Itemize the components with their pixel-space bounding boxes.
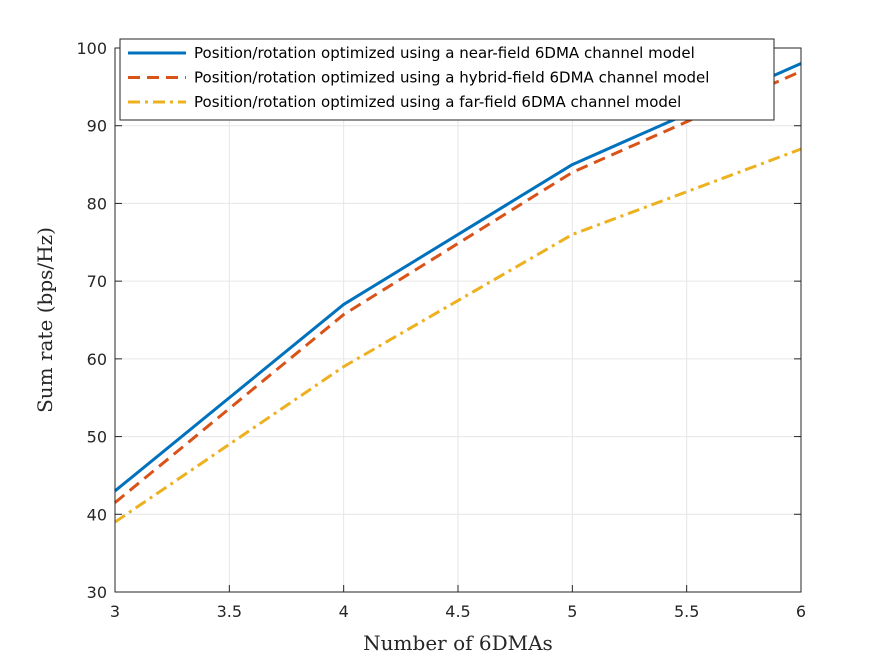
x-tick-label: 4 [339,602,349,621]
y-tick-label: 50 [87,428,107,447]
y-axis: 30 40 50 60 70 80 90 100 [76,39,801,602]
y-tick-label: 60 [87,350,107,369]
legend-label-1: Position/rotation optimized using a near… [194,44,695,62]
x-tick-label: 6 [796,602,806,621]
x-tick-label: 3 [110,602,120,621]
x-axis: 3 3.5 4 4.5 5 5.5 6 [110,48,806,621]
legend-box [119,38,775,121]
series-line-3 [114,147,802,524]
y-tick-label: 100 [76,39,107,58]
legend: Position/rotation optimized using a near… [119,38,775,121]
x-tick-label: 5 [567,602,577,621]
x-tick-label: 3.5 [217,602,242,621]
y-tick-label: 40 [87,505,107,524]
x-tick-label: 5.5 [674,602,699,621]
y-tick-label: 90 [87,117,107,136]
y-tick-label: 30 [87,583,107,602]
y-axis-label: Sum rate (bps/Hz) [33,227,57,413]
y-tick-label: 80 [87,194,107,213]
y-tick-label: 70 [87,272,107,291]
legend-label-3: Position/rotation optimized using a far-… [194,93,681,111]
x-tick-label: 4.5 [445,602,470,621]
x-axis-label: Number of 6DMAs [363,631,553,655]
legend-label-2: Position/rotation optimized using a hybr… [194,69,709,87]
series-line-2 [114,69,802,504]
